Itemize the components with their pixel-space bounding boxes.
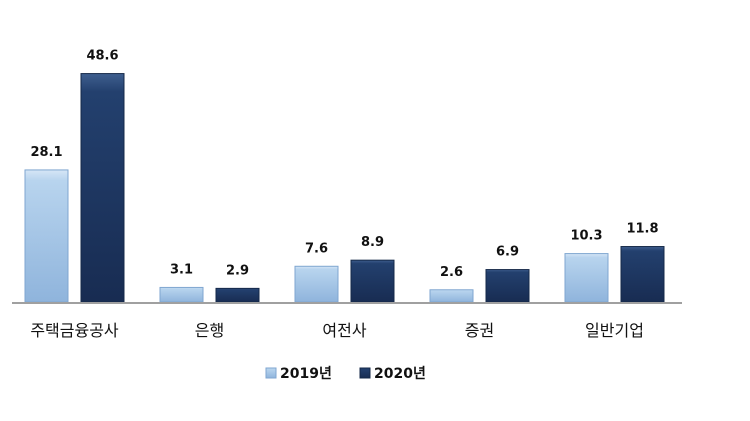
legend-swatch-2020 xyxy=(359,367,371,379)
category-label-3: 증권 xyxy=(465,321,494,340)
data-label-2020-4: 11.8 xyxy=(626,222,658,237)
category-label-1: 은행 xyxy=(195,321,224,340)
bar-2019-0 xyxy=(24,169,69,303)
legend-swatch-2019 xyxy=(265,367,277,379)
data-label-2020-1: 2.9 xyxy=(226,263,249,278)
category-label-2: 여전사 xyxy=(322,321,366,340)
legend: 2019년 2020년 xyxy=(265,366,426,382)
category-label-4: 일반기업 xyxy=(585,321,644,340)
legend-label-2019: 2019년 xyxy=(280,366,332,382)
legend-label-2020: 2020년 xyxy=(374,366,426,382)
bar-2020-1 xyxy=(215,287,260,303)
bar-2019-4 xyxy=(564,253,609,303)
data-label-2019-0: 28.1 xyxy=(30,145,62,160)
bar-2019-2 xyxy=(294,265,339,303)
category-label-0: 주택금융공사 xyxy=(30,321,119,340)
data-label-2019-2: 7.6 xyxy=(305,241,328,256)
data-label-2019-4: 10.3 xyxy=(570,229,602,244)
data-label-2020-0: 48.6 xyxy=(86,49,118,64)
bar-2019-1 xyxy=(159,286,204,303)
data-label-2020-3: 6.9 xyxy=(496,245,519,260)
data-label-2020-2: 8.9 xyxy=(361,235,384,250)
bar-2020-3 xyxy=(485,269,530,303)
data-label-2019-3: 2.6 xyxy=(440,265,463,280)
bar-2020-2 xyxy=(350,259,395,303)
bar-2020-4 xyxy=(620,246,665,303)
bar-2020-0 xyxy=(80,73,125,303)
data-label-2019-1: 3.1 xyxy=(170,262,193,277)
bars-layer xyxy=(24,73,665,303)
bar-2019-3 xyxy=(429,289,474,303)
labels-layer: 28.1 48.6 주택금융공사 3.1 2.9 은행 7.6 8.9 여전사 2.6 6.9 증권 1… xyxy=(30,49,658,340)
